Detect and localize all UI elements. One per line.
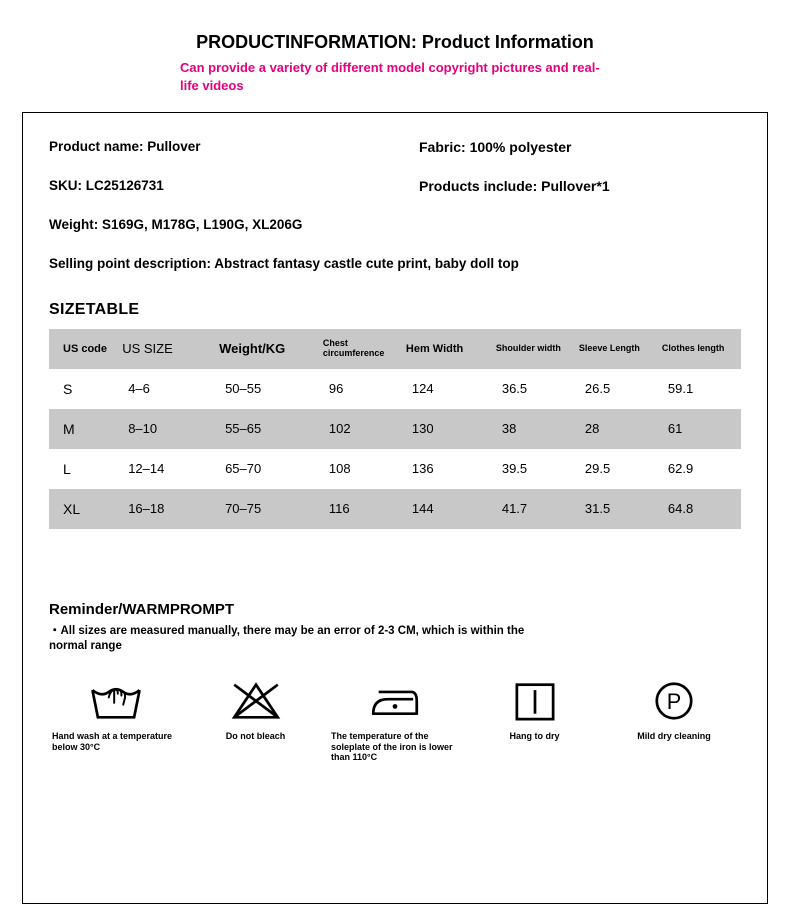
col-weight: Weight/KG bbox=[215, 329, 319, 369]
cell: 50–55 bbox=[215, 369, 319, 409]
cell: 64.8 bbox=[658, 489, 741, 529]
care-no-bleach: Do not bleach bbox=[191, 677, 321, 742]
reminder-note: ・All sizes are measured manually, there … bbox=[49, 624, 529, 655]
iron-icon bbox=[366, 677, 424, 725]
sku: SKU: LC25126731 bbox=[49, 178, 419, 195]
cell: 39.5 bbox=[492, 449, 575, 489]
table-row: S 4–6 50–55 96 124 36.5 26.5 59.1 bbox=[49, 369, 741, 409]
cell: L bbox=[49, 449, 118, 489]
hang-dry-icon bbox=[506, 677, 564, 725]
cell: 31.5 bbox=[575, 489, 658, 529]
cell: 130 bbox=[402, 409, 492, 449]
cell: XL bbox=[49, 489, 118, 529]
cell: 124 bbox=[402, 369, 492, 409]
cell: M bbox=[49, 409, 118, 449]
col-chest: Chest circumference bbox=[319, 329, 402, 369]
table-row: XL 16–18 70–75 116 144 41.7 31.5 64.8 bbox=[49, 489, 741, 529]
cell: 28 bbox=[575, 409, 658, 449]
cell: 116 bbox=[319, 489, 402, 529]
page-subtitle: Can provide a variety of different model… bbox=[180, 59, 600, 94]
products-include: Products include: Pullover*1 bbox=[419, 178, 741, 195]
cell: 136 bbox=[402, 449, 492, 489]
cell: 144 bbox=[402, 489, 492, 529]
col-shoulder: Shoulder width bbox=[492, 329, 575, 369]
care-label: The temperature of the soleplate of the … bbox=[331, 731, 459, 763]
table-row: M 8–10 55–65 102 130 38 28 61 bbox=[49, 409, 741, 449]
product-name: Product name: Pullover bbox=[49, 139, 419, 156]
cell: 70–75 bbox=[215, 489, 319, 529]
col-sleeve: Sleeve Length bbox=[575, 329, 658, 369]
cell: 65–70 bbox=[215, 449, 319, 489]
care-dry-clean: P Mild dry cleaning bbox=[609, 677, 739, 742]
cell: 41.7 bbox=[492, 489, 575, 529]
care-label: Mild dry cleaning bbox=[637, 731, 711, 742]
info-box: Product name: Pullover Fabric: 100% poly… bbox=[22, 112, 768, 904]
svg-text:P: P bbox=[667, 689, 682, 714]
cell: 96 bbox=[319, 369, 402, 409]
cell: 108 bbox=[319, 449, 402, 489]
cell: 62.9 bbox=[658, 449, 741, 489]
header: PRODUCTINFORMATION: Product Information … bbox=[0, 0, 790, 94]
sizetable-title: SIZETABLE bbox=[49, 301, 741, 319]
care-hand-wash: Hand wash at a temperature below 30°C bbox=[51, 677, 181, 753]
weight: Weight: S169G, M178G, L190G, XL206G bbox=[49, 217, 741, 233]
fabric: Fabric: 100% polyester bbox=[419, 139, 741, 156]
care-label: Do not bleach bbox=[226, 731, 286, 742]
cell: 29.5 bbox=[575, 449, 658, 489]
cell: 4–6 bbox=[118, 369, 215, 409]
care-label: Hang to dry bbox=[509, 731, 559, 742]
selling-point: Selling point description: Abstract fant… bbox=[49, 255, 609, 273]
cell: 36.5 bbox=[492, 369, 575, 409]
cell: 16–18 bbox=[118, 489, 215, 529]
cell: S bbox=[49, 369, 118, 409]
col-hem: Hem Width bbox=[402, 329, 492, 369]
cell: 8–10 bbox=[118, 409, 215, 449]
cell: 102 bbox=[319, 409, 402, 449]
table-row: L 12–14 65–70 108 136 39.5 29.5 62.9 bbox=[49, 449, 741, 489]
cell: 61 bbox=[658, 409, 741, 449]
col-length: Clothes length bbox=[658, 329, 741, 369]
reminder-title: Reminder/WARMPROMPT bbox=[49, 601, 741, 618]
cell: 55–65 bbox=[215, 409, 319, 449]
hand-wash-icon bbox=[87, 677, 145, 725]
care-hang-dry: Hang to dry bbox=[470, 677, 600, 742]
cell: 38 bbox=[492, 409, 575, 449]
care-icons-row: Hand wash at a temperature below 30°C Do… bbox=[49, 677, 741, 763]
care-label: Hand wash at a temperature below 30°C bbox=[52, 731, 180, 753]
page-title: PRODUCTINFORMATION: Product Information bbox=[0, 32, 790, 53]
col-us-code: US code bbox=[49, 329, 118, 369]
product-info: Product name: Pullover Fabric: 100% poly… bbox=[49, 139, 741, 273]
size-table: US code US SIZE Weight/KG Chest circumfe… bbox=[49, 329, 741, 529]
table-header-row: US code US SIZE Weight/KG Chest circumfe… bbox=[49, 329, 741, 369]
col-us-size: US SIZE bbox=[118, 329, 215, 369]
cell: 59.1 bbox=[658, 369, 741, 409]
dry-clean-icon: P bbox=[645, 677, 703, 725]
no-bleach-icon bbox=[227, 677, 285, 725]
care-iron: The temperature of the soleplate of the … bbox=[330, 677, 460, 763]
cell: 26.5 bbox=[575, 369, 658, 409]
cell: 12–14 bbox=[118, 449, 215, 489]
